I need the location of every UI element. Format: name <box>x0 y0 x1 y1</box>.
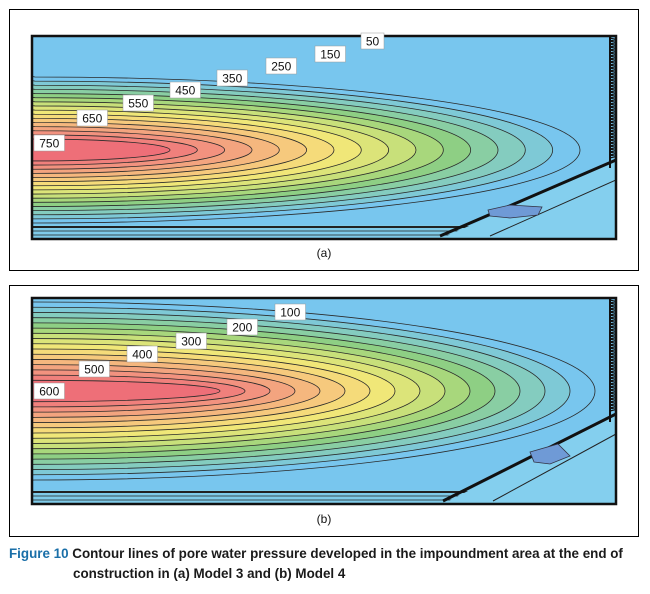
panel-b: 100 200 300 400 500 600 (b) <box>9 285 639 537</box>
figure-number: Figure 10 <box>9 546 69 561</box>
contour-plot-a: 50 150 250 350 450 550 650 750 <box>30 32 618 241</box>
contour-label: 150 <box>314 45 346 63</box>
contour-plot-b: 100 200 300 400 500 600 <box>30 296 618 506</box>
seepage-patch <box>487 204 543 219</box>
contour-label-text: 400 <box>132 348 152 362</box>
seepage-patch <box>529 443 571 465</box>
panel-a-label: (a) <box>316 246 332 260</box>
contour-label-text: 50 <box>366 35 380 49</box>
contour-label: 250 <box>265 57 297 75</box>
contour-label: 550 <box>122 94 154 112</box>
contour-label-text: 500 <box>84 363 104 377</box>
drain-zigzag <box>609 37 616 159</box>
figure-caption: Figure 10 Contour lines of pore water pr… <box>9 544 641 584</box>
contour-label: 100 <box>274 303 306 321</box>
embankment-inner-line <box>492 433 616 502</box>
contour-band <box>32 379 221 403</box>
contour-label-text: 650 <box>82 112 102 126</box>
contour-label: 350 <box>216 69 248 87</box>
contour-label: 200 <box>226 318 258 336</box>
contour-bands <box>32 36 616 239</box>
embankment-inner-line <box>489 179 616 237</box>
contour-label: 650 <box>76 109 108 127</box>
contour-label: 600 <box>33 382 65 400</box>
contour-label-text: 250 <box>271 60 291 74</box>
contour-band <box>32 138 171 162</box>
caption-text: Contour lines of pore water pressure dev… <box>72 546 623 561</box>
contour-label-text: 450 <box>175 84 195 98</box>
contour-label: 400 <box>126 345 158 363</box>
contour-label-text: 100 <box>280 306 300 320</box>
contour-label-text: 350 <box>222 72 242 86</box>
embankment-slope <box>439 158 616 238</box>
contour-label-text: 300 <box>181 335 201 349</box>
domain-frame <box>30 34 618 241</box>
contour-bands <box>32 298 616 504</box>
contour-label: 50 <box>360 32 385 50</box>
contour-label-text: 150 <box>320 48 340 62</box>
panel-a: 50 150 250 350 450 550 650 750 (a) <box>9 9 639 271</box>
contour-label-text: 550 <box>128 97 148 111</box>
panel-b-label: (b) <box>316 512 332 526</box>
domain-frame <box>30 296 618 506</box>
contour-label: 750 <box>33 134 65 152</box>
contour-label-text: 200 <box>232 321 252 335</box>
embankment-slope <box>442 412 616 503</box>
contour-label: 300 <box>175 332 207 350</box>
contour-label: 500 <box>78 360 110 378</box>
drain-zigzag <box>609 299 616 412</box>
contour-label: 450 <box>169 81 201 99</box>
contour-label-text: 600 <box>39 385 59 399</box>
contour-label-text: 750 <box>39 137 59 151</box>
caption-text-line-2: construction in (a) Model 3 and (b) Mode… <box>73 566 346 581</box>
